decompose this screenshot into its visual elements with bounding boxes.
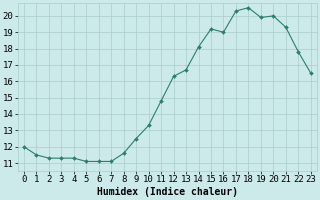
X-axis label: Humidex (Indice chaleur): Humidex (Indice chaleur)	[97, 187, 238, 197]
